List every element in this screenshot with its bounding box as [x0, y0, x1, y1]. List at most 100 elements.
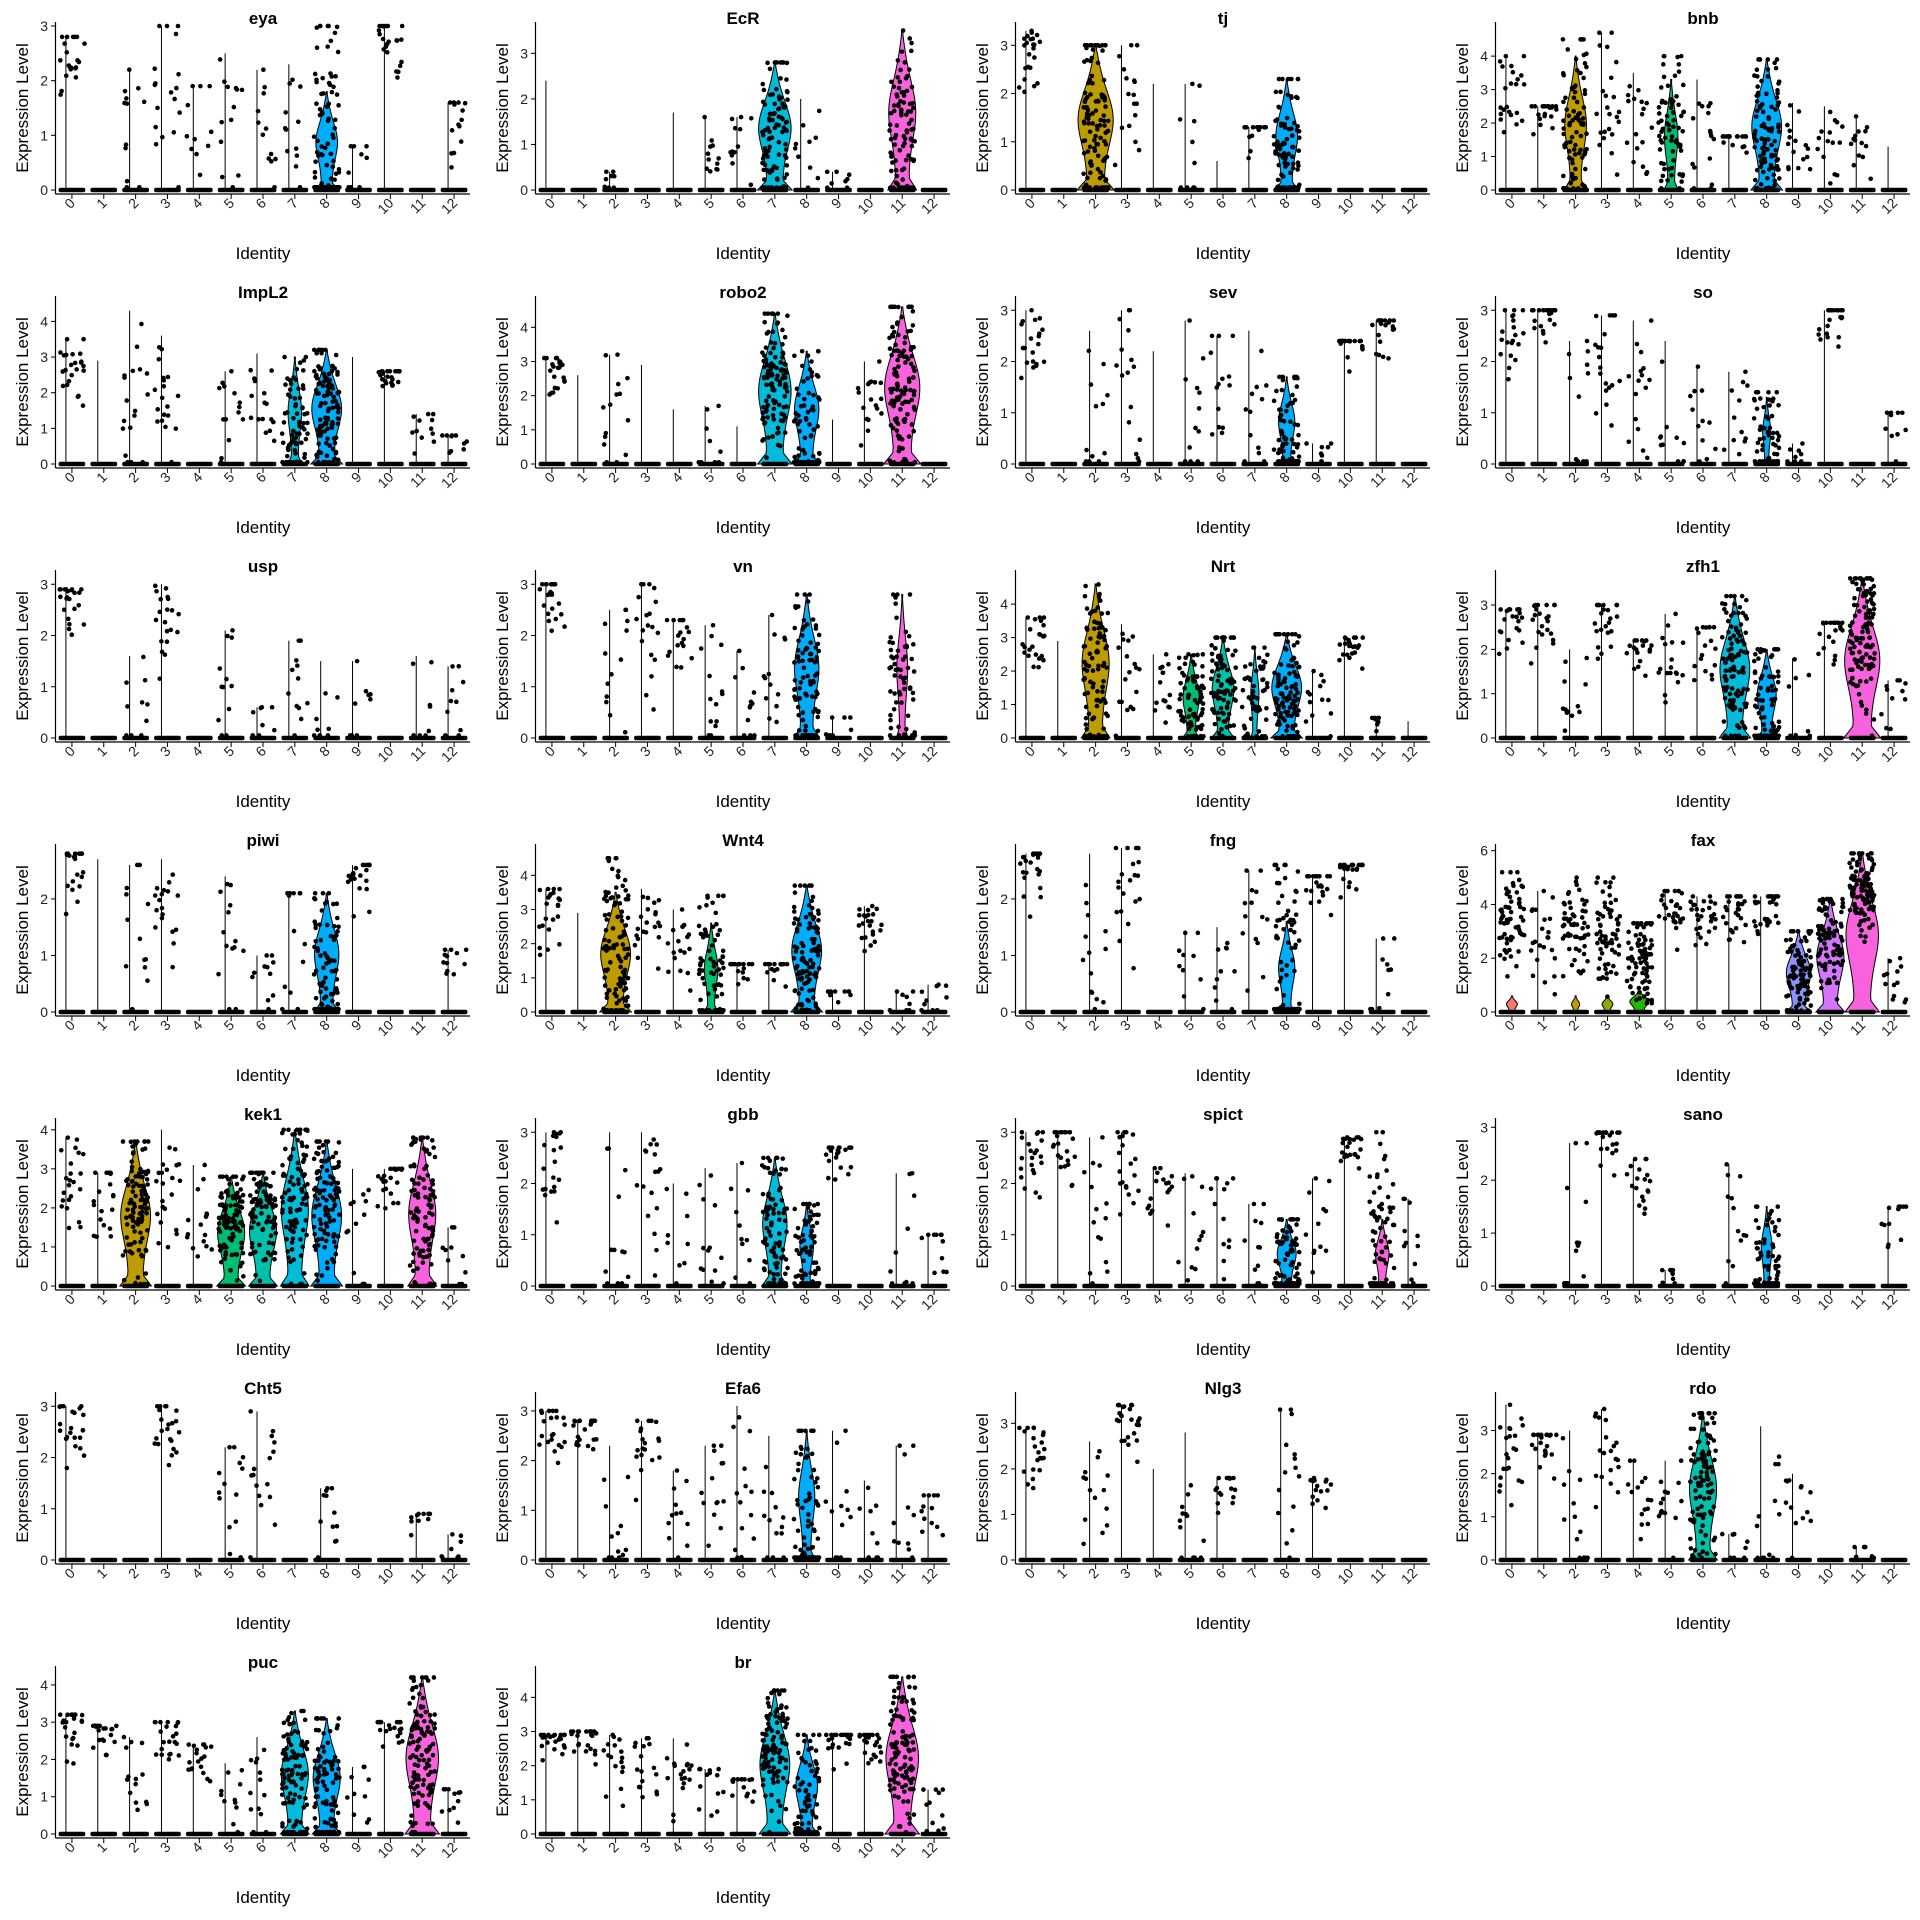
cell-point: [1095, 649, 1101, 655]
cell-point: [250, 709, 256, 715]
cell-point: [311, 972, 317, 977]
cell-point: [1731, 610, 1737, 616]
cell-point: [797, 685, 802, 691]
cell-point: [763, 345, 769, 350]
x-tick-label: 1: [93, 469, 110, 486]
cell-point: [260, 416, 265, 422]
x-tick-label: 3: [1597, 195, 1614, 212]
x-tick-label: 4: [1629, 469, 1646, 486]
cell-point: [909, 40, 914, 46]
cell-point: [887, 733, 893, 738]
cell-point: [891, 459, 897, 465]
cell-point: [1033, 652, 1039, 657]
x-tick-label: 12: [918, 743, 940, 765]
cell-point: [1577, 150, 1582, 156]
panel-title: vn: [733, 557, 753, 576]
cell-point: [240, 417, 246, 422]
cell-point: [1208, 676, 1214, 682]
cell-point: [550, 390, 556, 395]
cell-point: [1213, 661, 1219, 667]
cell-point: [1656, 105, 1662, 110]
zero-points: [538, 1009, 566, 1015]
cell-point: [164, 639, 170, 645]
cell-point: [895, 648, 901, 654]
cell-point: [237, 400, 243, 405]
zero-points: [58, 1009, 86, 1015]
cell-point: [816, 648, 822, 654]
cell-point: [155, 105, 160, 111]
cell-point: [800, 123, 806, 128]
cell-point: [815, 728, 821, 734]
cell-point: [70, 887, 75, 893]
cell-point: [175, 893, 181, 898]
cell-point: [1124, 654, 1130, 659]
cell-point: [1562, 142, 1567, 148]
cell-point: [1132, 661, 1138, 667]
cell-point: [1827, 307, 1833, 313]
cell-point: [123, 453, 128, 458]
cell-point: [1511, 318, 1516, 323]
cell-point: [604, 694, 610, 699]
cell-point: [1669, 134, 1675, 139]
cell-point: [733, 674, 738, 680]
cell-point: [1240, 687, 1246, 693]
cell-point: [813, 733, 819, 738]
cell-point: [80, 403, 86, 408]
cell-point: [775, 373, 780, 378]
cell-point: [549, 628, 554, 634]
cell-point: [1019, 375, 1024, 381]
cell-point: [1732, 593, 1737, 599]
cell-point: [431, 439, 437, 445]
cell-point: [463, 947, 469, 953]
cell-point: [634, 616, 639, 622]
cell-point: [134, 344, 140, 350]
cell-point: [667, 649, 672, 655]
cell-point: [1704, 456, 1710, 462]
cell-point: [1640, 643, 1646, 648]
cell-point: [1667, 127, 1672, 133]
y-tick-label: 0: [1480, 730, 1488, 746]
x-tick-label: 6: [732, 469, 749, 486]
cell-point: [1289, 126, 1294, 131]
cell-point: [620, 1007, 626, 1013]
y-tick-label: 3: [1000, 37, 1008, 53]
cell-point: [1852, 137, 1858, 143]
cell-point: [1599, 651, 1604, 657]
cell-point: [1549, 105, 1554, 110]
cell-point: [1662, 166, 1667, 172]
cell-point: [900, 177, 906, 182]
cell-point: [625, 375, 630, 381]
cell-point: [1804, 154, 1810, 160]
x-tick-label: 11: [1367, 195, 1389, 217]
cell-point: [1328, 711, 1334, 716]
cell-point: [1806, 672, 1812, 678]
x-tick-label: 3: [1117, 195, 1134, 212]
cell-point: [1278, 89, 1283, 95]
y-tick-label: 0: [40, 730, 48, 746]
cell-point: [315, 138, 321, 144]
cell-point: [1669, 172, 1674, 178]
cell-point: [459, 117, 464, 123]
y-axis-label: Expression Level: [973, 591, 992, 720]
cell-point: [1859, 703, 1865, 708]
x-tick-label: 4: [669, 743, 686, 760]
cell-point: [333, 450, 339, 456]
cell-point: [322, 901, 328, 906]
y-tick-label: 1: [1480, 405, 1488, 421]
cell-point: [1572, 152, 1578, 157]
cell-point: [1088, 170, 1093, 176]
cell-point: [1567, 155, 1572, 161]
cell-point: [1096, 459, 1102, 464]
cell-point: [1307, 699, 1313, 705]
cell-point: [1198, 691, 1204, 697]
cell-point: [747, 733, 753, 738]
cell-point: [604, 917, 610, 922]
y-axis-label: Expression Level: [973, 317, 992, 446]
cell-point: [122, 373, 127, 378]
cell-point: [1723, 733, 1728, 739]
cell-point: [1286, 663, 1291, 668]
cell-point: [1776, 445, 1782, 451]
cell-point: [1210, 658, 1215, 663]
cell-point: [878, 380, 884, 386]
